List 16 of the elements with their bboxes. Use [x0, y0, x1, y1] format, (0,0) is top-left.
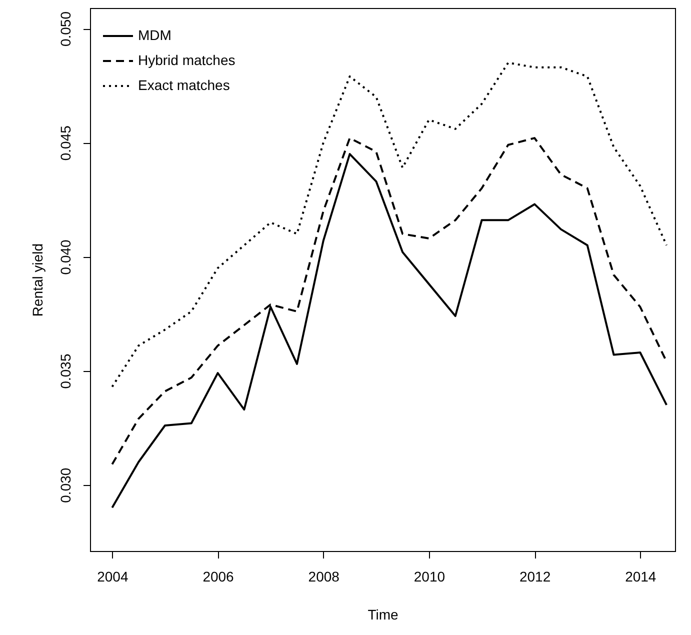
x-tick-label: 2012: [519, 568, 551, 584]
legend-label: MDM: [138, 27, 172, 43]
x-axis-title: Time: [368, 606, 399, 622]
x-tick-label: 2006: [202, 568, 234, 584]
x-tick-label: 2014: [625, 568, 656, 584]
y-tick-label: 0.035: [58, 354, 74, 389]
y-tick-label: 0.040: [58, 239, 74, 275]
y-tick-label: 0.045: [58, 125, 74, 161]
x-tick-label: 2008: [308, 568, 340, 584]
y-axis-title: Rental yield: [30, 243, 46, 317]
y-tick-label: 0.030: [58, 468, 74, 503]
legend-label: Exact matches: [138, 77, 230, 93]
legend-label: Hybrid matches: [138, 52, 236, 68]
x-tick-label: 2004: [97, 568, 128, 584]
x-tick-label: 2010: [414, 568, 446, 584]
y-tick-label: 0.050: [58, 11, 74, 47]
